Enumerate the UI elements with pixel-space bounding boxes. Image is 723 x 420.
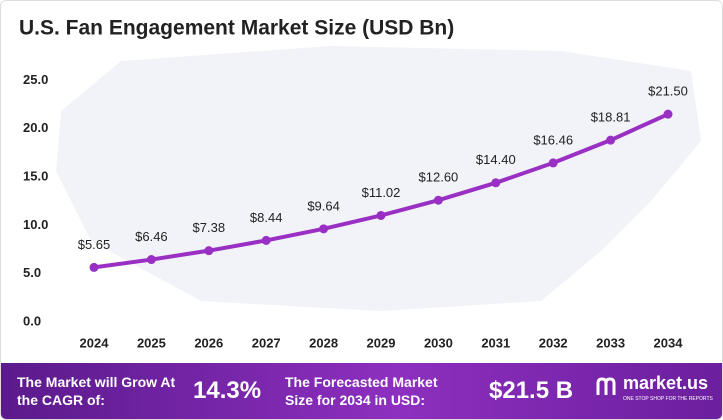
value-label: $8.44 bbox=[250, 210, 283, 225]
point bbox=[376, 210, 386, 220]
forecast-text: The Forecasted Market Size for 2034 in U… bbox=[285, 374, 438, 408]
cagr-value: 14.3% bbox=[193, 377, 262, 404]
y-tick-label: 20.0 bbox=[23, 120, 48, 135]
cagr-text: The Market will Grow At the CAGR of: bbox=[17, 374, 176, 408]
point bbox=[89, 262, 99, 272]
x-tick-label: 2028 bbox=[309, 335, 338, 350]
brand-icon bbox=[596, 377, 616, 395]
x-tick-label: 2027 bbox=[252, 335, 281, 350]
point bbox=[663, 109, 673, 119]
point bbox=[433, 195, 443, 205]
value-label: $6.46 bbox=[135, 229, 168, 244]
chart-title: U.S. Fan Engagement Market Size (USD Bn) bbox=[19, 17, 454, 40]
x-tick-label: 2029 bbox=[367, 335, 396, 350]
chart: U.S. Fan Engagement Market Size (USD Bn)… bbox=[19, 17, 701, 350]
value-label: $12.60 bbox=[419, 170, 459, 185]
point bbox=[319, 224, 329, 234]
forecast-value: $21.5 B bbox=[489, 377, 574, 404]
x-tick-label: 2030 bbox=[424, 335, 453, 350]
brand: market.us bbox=[623, 373, 709, 393]
y-tick-label: 5.0 bbox=[23, 265, 41, 280]
point bbox=[548, 158, 558, 168]
point bbox=[146, 255, 156, 265]
value-label: $16.46 bbox=[533, 132, 573, 147]
point bbox=[261, 235, 271, 245]
value-label: $21.50 bbox=[648, 84, 688, 99]
y-tick-label: 15.0 bbox=[23, 168, 48, 183]
point bbox=[204, 246, 214, 256]
footer: The Market will Grow At the CAGR of: 14.… bbox=[1, 363, 722, 419]
y-tick-label: 10.0 bbox=[23, 217, 48, 232]
y-tick-label: 0.0 bbox=[23, 313, 41, 328]
x-tick-label: 2024 bbox=[80, 335, 110, 350]
value-label: $18.81 bbox=[591, 110, 631, 125]
value-label: $9.64 bbox=[307, 198, 340, 213]
x-tick-label: 2032 bbox=[539, 335, 568, 350]
point bbox=[491, 178, 501, 188]
value-label: $11.02 bbox=[362, 185, 401, 200]
tagline: ONE STOP SHOP FOR THE REPORTS bbox=[623, 396, 713, 402]
map-background bbox=[56, 46, 701, 311]
value-label: $5.65 bbox=[78, 237, 111, 252]
point bbox=[606, 135, 616, 145]
x-tick-label: 2033 bbox=[596, 335, 625, 350]
x-tick-label: 2034 bbox=[654, 335, 684, 350]
x-tick-label: 2025 bbox=[137, 335, 166, 350]
value-label: $7.38 bbox=[193, 220, 226, 235]
y-tick-label: 25.0 bbox=[23, 72, 48, 87]
x-tick-label: 2026 bbox=[194, 335, 223, 350]
x-tick-label: 2031 bbox=[481, 335, 510, 350]
value-label: $14.40 bbox=[476, 152, 516, 167]
